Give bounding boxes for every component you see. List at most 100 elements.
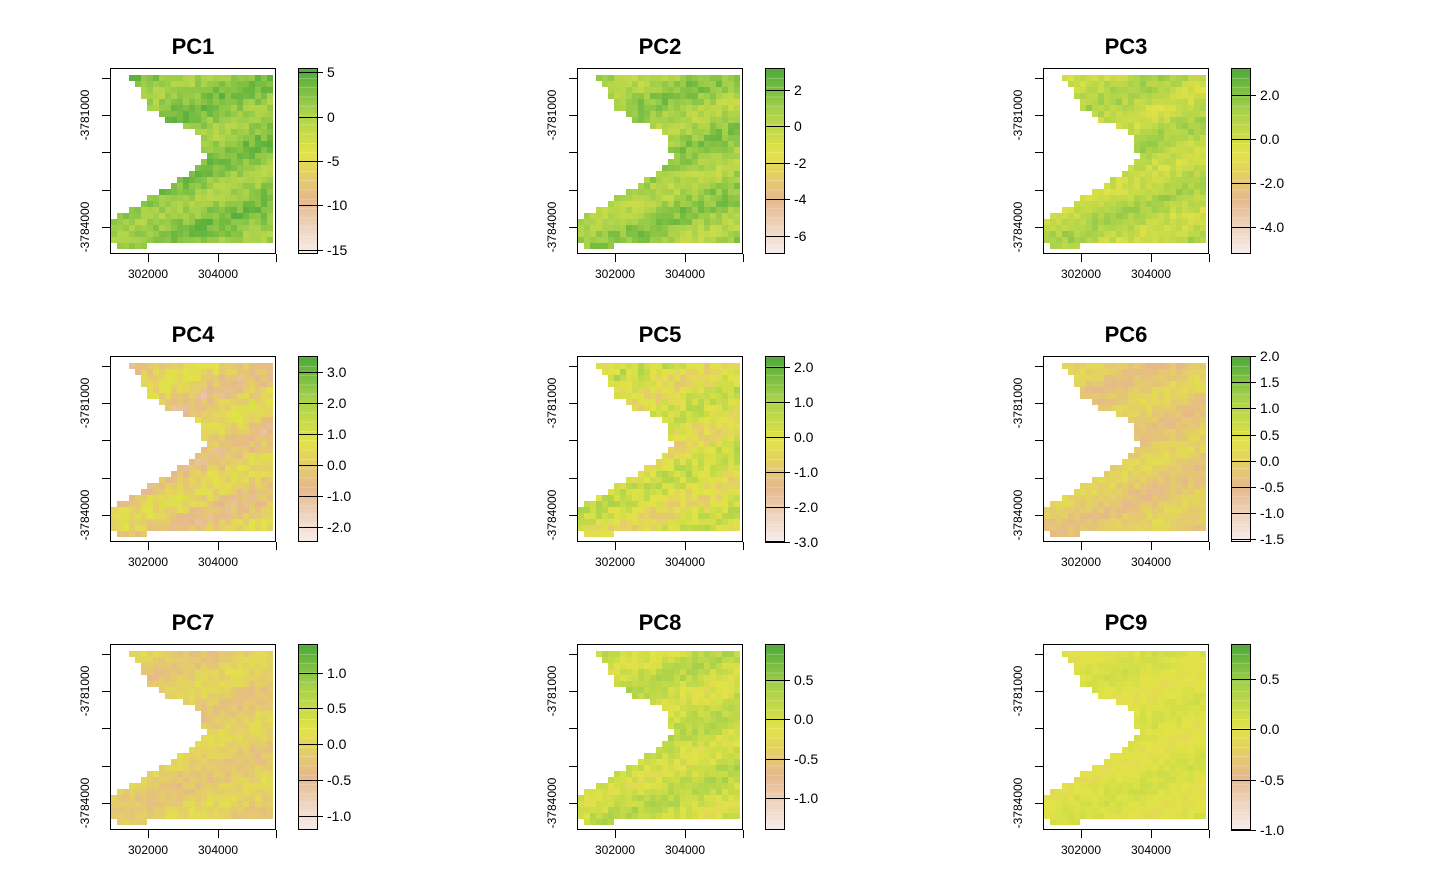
raster-cell	[213, 723, 219, 729]
raster-cell	[698, 135, 704, 141]
raster-cell	[1200, 465, 1206, 471]
raster-cell	[1092, 519, 1098, 525]
raster-cell	[638, 81, 644, 87]
raster-cell	[728, 759, 734, 765]
raster-cell	[1128, 495, 1134, 501]
raster-cell	[632, 117, 638, 123]
raster-cell	[1062, 363, 1068, 369]
raster-cell	[710, 669, 716, 675]
legend-step	[299, 171, 317, 175]
raster-cell	[1140, 117, 1146, 123]
raster-cell	[195, 129, 201, 135]
raster-cell	[183, 789, 189, 795]
raster-cell	[201, 387, 207, 393]
raster-cell	[722, 75, 728, 81]
raster-cell	[261, 225, 267, 231]
raster-cell	[177, 387, 183, 393]
raster-cell	[183, 489, 189, 495]
raster-cell	[237, 159, 243, 165]
raster-cell	[243, 171, 249, 177]
raster-cell	[1182, 411, 1188, 417]
pc3-title: PC3	[1104, 34, 1148, 59]
raster-cell	[1140, 381, 1146, 387]
raster-cell	[1086, 75, 1092, 81]
raster-cell	[1188, 111, 1194, 117]
raster-cell	[608, 369, 614, 375]
raster-cell	[177, 669, 183, 675]
raster-cell	[141, 363, 147, 369]
raster-cell	[201, 411, 207, 417]
raster-cell	[213, 231, 219, 237]
raster-cell	[165, 525, 171, 531]
raster-cell	[243, 123, 249, 129]
raster-cell	[680, 501, 686, 507]
raster-cell	[153, 771, 159, 777]
legend-step	[1232, 474, 1250, 479]
raster-cell	[147, 807, 153, 813]
raster-cell	[1122, 75, 1128, 81]
pc2-x-tick	[685, 254, 686, 262]
raster-cell	[650, 765, 656, 771]
raster-cell	[656, 783, 662, 789]
raster-cell	[692, 165, 698, 171]
legend-step	[1232, 381, 1250, 386]
raster-cell	[1044, 519, 1050, 525]
raster-cell	[189, 687, 195, 693]
pc2-x-tick	[615, 254, 616, 262]
raster-cell	[686, 759, 692, 765]
raster-cell	[171, 759, 177, 765]
raster-cell	[231, 747, 237, 753]
raster-cell	[650, 237, 656, 243]
raster-cell	[201, 117, 207, 123]
raster-cell	[1116, 105, 1122, 111]
raster-cell	[614, 387, 620, 393]
raster-cell	[159, 231, 165, 237]
raster-cell	[189, 801, 195, 807]
raster-cell	[1170, 501, 1176, 507]
raster-cell	[237, 813, 243, 819]
legend-step	[766, 205, 784, 209]
raster-cell	[267, 777, 273, 783]
raster-cell	[165, 477, 171, 483]
raster-cell	[1122, 405, 1128, 411]
raster-cell	[722, 195, 728, 201]
legend-step	[766, 211, 784, 216]
raster-cell	[734, 711, 740, 717]
raster-cell	[261, 795, 267, 801]
raster-cell	[686, 201, 692, 207]
raster-cell	[1158, 501, 1164, 507]
raster-cell	[1152, 219, 1158, 225]
raster-cell	[1134, 237, 1140, 243]
raster-cell	[668, 429, 674, 435]
raster-cell	[1152, 225, 1158, 231]
raster-cell	[686, 123, 692, 129]
raster-cell	[237, 477, 243, 483]
raster-cell	[135, 651, 141, 657]
raster-cell	[171, 369, 177, 375]
raster-cell	[1188, 519, 1194, 525]
raster-cell	[698, 147, 704, 153]
raster-cell	[650, 669, 656, 675]
legend-step	[766, 521, 784, 525]
raster-cell	[153, 777, 159, 783]
raster-cell	[141, 81, 147, 87]
raster-cell	[662, 189, 668, 195]
raster-cell	[225, 471, 231, 477]
raster-cell	[189, 681, 195, 687]
raster-cell	[722, 417, 728, 423]
raster-cell	[213, 183, 219, 189]
raster-cell	[608, 219, 614, 225]
raster-cell	[1122, 231, 1128, 237]
raster-cell	[261, 141, 267, 147]
raster-cell	[722, 669, 728, 675]
raster-cell	[656, 411, 662, 417]
raster-cell	[698, 387, 704, 393]
legend-step	[299, 716, 317, 720]
raster-cell	[249, 699, 255, 705]
raster-cell	[171, 777, 177, 783]
raster-cell	[1134, 483, 1140, 489]
raster-cell	[189, 195, 195, 201]
raster-cell	[656, 771, 662, 777]
raster-cell	[698, 663, 704, 669]
raster-cell	[261, 387, 267, 393]
